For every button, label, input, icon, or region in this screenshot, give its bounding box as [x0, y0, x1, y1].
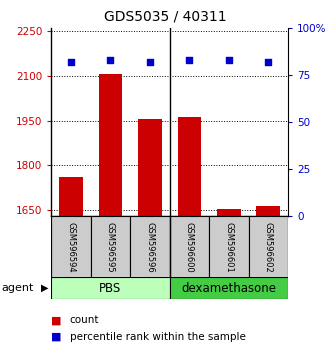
Text: ▶: ▶	[41, 283, 48, 293]
Point	[108, 57, 113, 63]
Bar	[249, 216, 288, 278]
Text: GSM596602: GSM596602	[264, 222, 273, 272]
Point	[226, 57, 231, 63]
Bar	[209, 216, 249, 278]
Text: GDS5035 / 40311: GDS5035 / 40311	[104, 9, 227, 23]
Bar	[169, 216, 209, 278]
Bar	[130, 216, 169, 278]
Point	[265, 59, 271, 65]
Bar	[59, 177, 83, 216]
Text: GSM596596: GSM596596	[145, 222, 155, 272]
Point	[187, 57, 192, 63]
Text: GSM596600: GSM596600	[185, 222, 194, 272]
Text: count: count	[70, 315, 99, 325]
Point	[69, 59, 74, 65]
Text: GSM596595: GSM596595	[106, 222, 115, 272]
Text: ■: ■	[51, 332, 62, 342]
Bar	[177, 117, 201, 216]
Text: percentile rank within the sample: percentile rank within the sample	[70, 332, 245, 342]
Bar	[51, 277, 169, 299]
Text: agent: agent	[2, 283, 34, 293]
Bar	[51, 216, 91, 278]
Text: GSM596601: GSM596601	[224, 222, 233, 272]
Text: PBS: PBS	[99, 282, 121, 295]
Text: GSM596594: GSM596594	[67, 222, 75, 272]
Text: ■: ■	[51, 315, 62, 325]
Bar	[217, 209, 241, 216]
Bar	[91, 216, 130, 278]
Bar	[138, 119, 162, 216]
Bar	[99, 74, 122, 216]
Bar	[257, 206, 280, 216]
Text: dexamethasone: dexamethasone	[181, 282, 276, 295]
Bar	[169, 277, 288, 299]
Point	[147, 59, 153, 65]
